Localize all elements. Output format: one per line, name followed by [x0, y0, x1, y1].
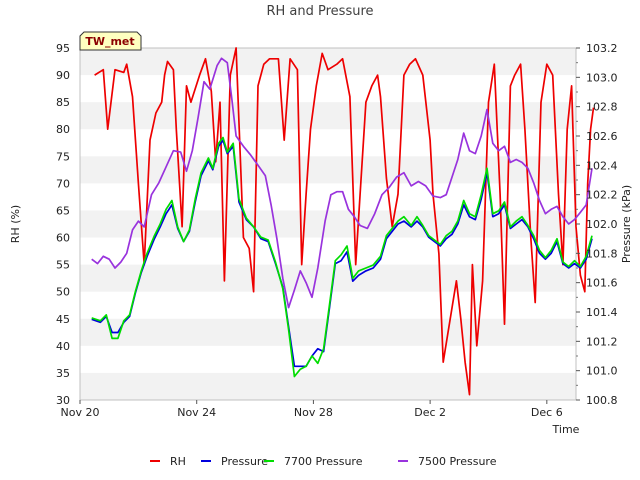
y-right-tick-label: 101.2	[586, 335, 618, 348]
series-line-7700-pressure	[91, 136, 593, 378]
chart-title: RH and Pressure	[266, 4, 373, 19]
y-right-tick-label: 102.2	[586, 189, 618, 202]
left-axis-ticks: 30 35 40 45 50 55 60 65 70 75 80 85 90 95	[56, 42, 70, 407]
station-badge: TW_met	[79, 31, 142, 51]
grid-band	[80, 102, 576, 130]
x-tick-label: Dec 6	[531, 406, 563, 419]
y-left-tick-label: 65	[56, 204, 70, 217]
y-left-tick-label: 55	[56, 259, 70, 272]
y-left-tick-label: 40	[56, 340, 70, 353]
series-lines	[91, 47, 595, 396]
y-right-tick-label: 101.8	[586, 247, 618, 260]
y-left-tick-label: 90	[56, 69, 70, 82]
y-right-tick-label: 101.0	[586, 365, 618, 378]
x-tick-label: Nov 20	[61, 406, 100, 419]
y-left-tick-label: 30	[56, 394, 70, 407]
y-left-tick-label: 80	[56, 123, 70, 136]
legend-label: 7700 Pressure	[284, 455, 363, 468]
y-left-tick-label: 35	[56, 367, 70, 380]
y-right-tick-label: 103.2	[586, 42, 618, 55]
series-line-rh	[94, 47, 595, 396]
legend-label: Pressure	[221, 455, 268, 468]
right-axis-ticks: 100.8 101.0 101.2 101.4 101.6 101.8 102.0 102.2…	[576, 42, 618, 407]
y-axis-right-label: Pressure (kPa)	[620, 185, 633, 263]
y-left-tick-label: 60	[56, 232, 70, 245]
legend-label: RH	[170, 455, 186, 468]
grid-band	[80, 372, 576, 400]
y-left-tick-label: 85	[56, 96, 70, 109]
y-right-tick-label: 102.0	[586, 218, 618, 231]
y-left-tick-label: 45	[56, 313, 70, 326]
x-axis-ticks: Nov 20 Nov 24 Nov 28 Dec 2 Dec 6	[61, 400, 563, 419]
y-right-tick-label: 102.8	[586, 101, 618, 114]
x-tick-label: Dec 2	[414, 406, 446, 419]
y-right-tick-label: 101.4	[586, 306, 618, 319]
x-tick-label: Nov 24	[177, 406, 216, 419]
grid-band	[80, 156, 576, 184]
y-right-tick-label: 100.8	[586, 394, 618, 407]
y-left-tick-label: 95	[56, 42, 70, 55]
y-right-tick-label: 102.6	[586, 130, 618, 143]
y-axis-left-label: RH (%)	[9, 205, 22, 243]
y-right-tick-label: 101.6	[586, 277, 618, 290]
x-tick-label: Nov 28	[294, 406, 333, 419]
legend-label: 7500 Pressure	[418, 455, 497, 468]
y-left-tick-label: 70	[56, 177, 70, 190]
y-left-tick-label: 50	[56, 286, 70, 299]
legend: RH Pressure 7700 Pressure 7500 Pressure	[150, 455, 497, 468]
grid-band	[80, 264, 576, 292]
station-badge-label: TW_met	[85, 35, 134, 48]
station-badge-box	[79, 31, 142, 51]
y-right-tick-label: 103.0	[586, 71, 618, 84]
grid-band	[80, 48, 576, 76]
series-line-7500-pressure	[91, 57, 593, 309]
x-axis-label: Time	[552, 423, 580, 436]
y-left-tick-label: 75	[56, 150, 70, 163]
y-right-tick-label: 102.4	[586, 159, 618, 172]
